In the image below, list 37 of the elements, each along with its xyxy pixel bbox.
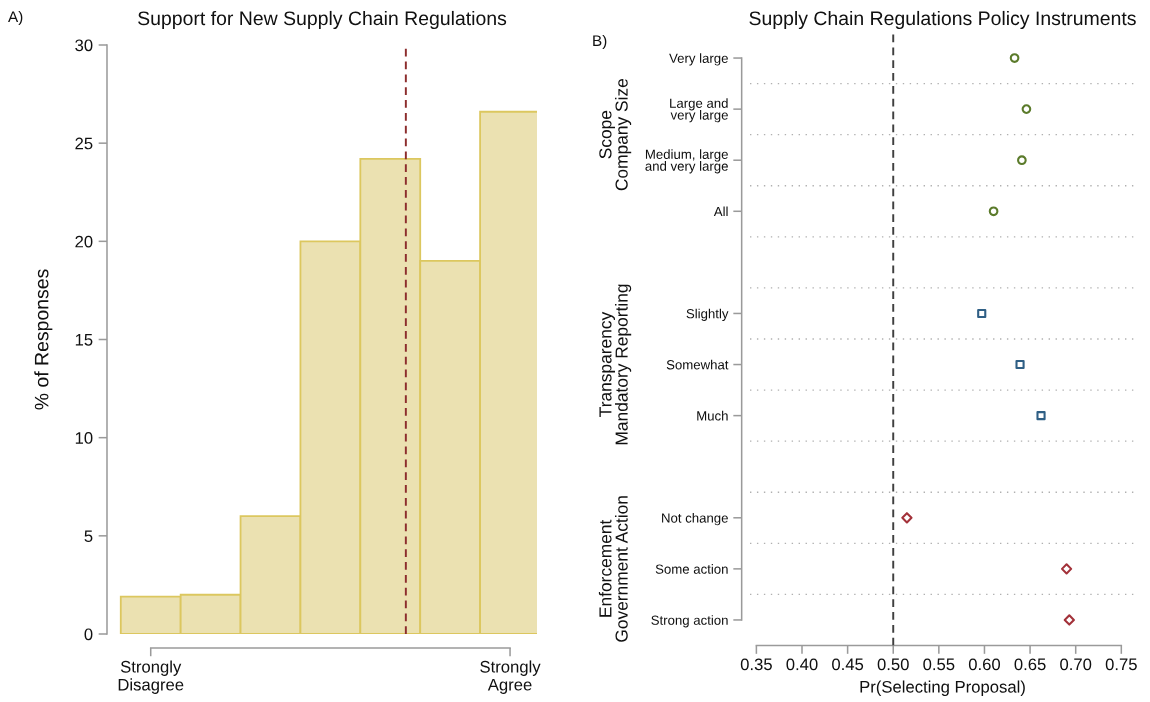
x-tick-label: 0.75 bbox=[1105, 658, 1137, 671]
y-tick-label: Somewhat bbox=[666, 359, 729, 370]
x-tick-label: 0.65 bbox=[1014, 658, 1046, 671]
y-tick-label: 15 bbox=[75, 334, 93, 346]
text: Transparency Mandatory Reporting bbox=[599, 284, 632, 445]
chart-title: Supply Chain Regulations Policy Instruments bbox=[749, 10, 1136, 30]
x-tick-label: 0.70 bbox=[1060, 658, 1092, 671]
chart-title: Support for New Supply Chain Regulations bbox=[138, 10, 507, 30]
y-tick-label: Slightly bbox=[686, 308, 729, 321]
y-tick-label: 30 bbox=[75, 39, 93, 52]
y-axis-title: % of Responses bbox=[34, 269, 53, 410]
text: B) bbox=[593, 34, 607, 50]
y-tick-label: 25 bbox=[75, 137, 93, 150]
y-tick-label: 0 bbox=[84, 628, 93, 641]
x-tick-label: 0.50 bbox=[877, 658, 909, 671]
x-tick-label: Strongly Agree bbox=[480, 660, 541, 694]
y-tick-label: Very large bbox=[669, 53, 728, 66]
y-tick-label: Large and very large bbox=[670, 98, 728, 123]
y-tick-label: Medium, large and very large bbox=[645, 149, 728, 174]
y-tick-label: 20 bbox=[75, 235, 93, 248]
x-tick-label: 0.35 bbox=[740, 658, 772, 671]
x-tick-label: 0.60 bbox=[968, 658, 1001, 671]
text: Scope Company Size bbox=[599, 78, 632, 191]
x-tick-label: 0.40 bbox=[786, 658, 818, 671]
y-tick-label: Strong action bbox=[651, 615, 728, 628]
y-tick-label: Some action bbox=[655, 564, 728, 574]
x-tick-label: 0.45 bbox=[832, 658, 864, 671]
text: Enforcement Government Action bbox=[598, 496, 628, 642]
y-tick-label: 10 bbox=[75, 432, 93, 444]
y-tick-label: 5 bbox=[84, 530, 93, 543]
x-axis-title: Pr(Selecting Proposal) bbox=[860, 680, 1025, 697]
y-tick-label: Not change bbox=[662, 513, 728, 526]
y-tick-label: Much bbox=[697, 410, 728, 421]
x-tick-label: Strongly Disagree bbox=[118, 660, 184, 694]
x-tick-label: 0.55 bbox=[923, 658, 955, 671]
text: A) bbox=[8, 10, 23, 26]
y-tick-label: All bbox=[713, 206, 728, 217]
